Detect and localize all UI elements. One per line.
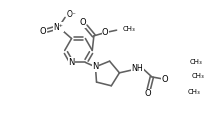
Text: N: N xyxy=(92,62,99,71)
Text: CH₃: CH₃ xyxy=(187,89,200,95)
Text: CH₃: CH₃ xyxy=(192,73,204,79)
Text: O: O xyxy=(102,28,109,37)
Text: O: O xyxy=(162,75,168,84)
Text: CH₃: CH₃ xyxy=(123,26,136,32)
Text: NH: NH xyxy=(131,64,143,73)
Text: O: O xyxy=(40,27,47,36)
Text: N⁺: N⁺ xyxy=(54,23,63,32)
Text: CH₃: CH₃ xyxy=(190,59,203,65)
Text: O⁻: O⁻ xyxy=(67,10,76,19)
Text: O: O xyxy=(79,18,86,27)
Text: N: N xyxy=(68,58,75,67)
Text: O: O xyxy=(144,89,151,98)
